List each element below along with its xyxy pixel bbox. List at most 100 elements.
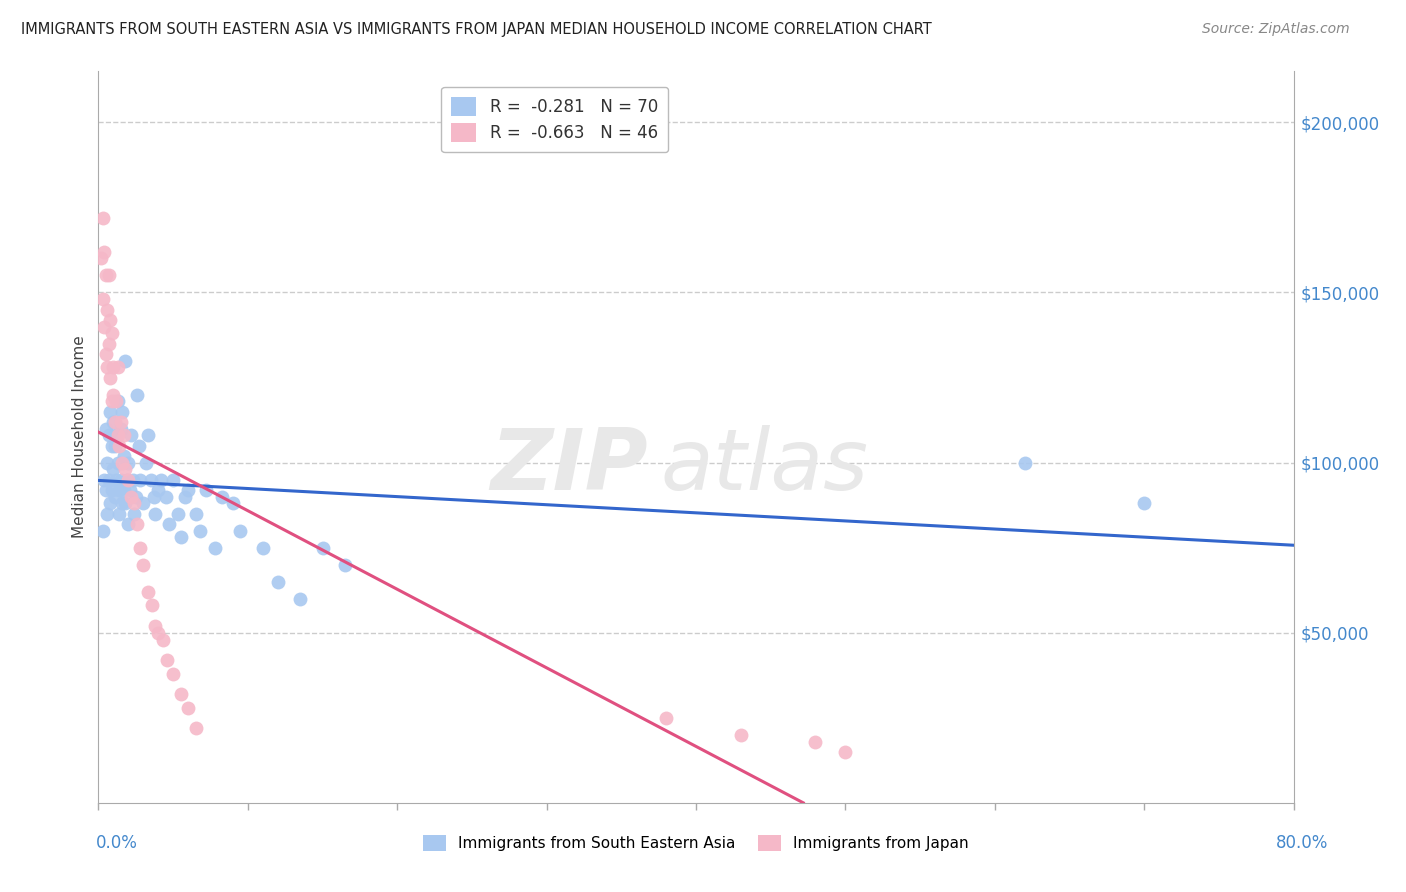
Point xyxy=(91,293,114,307)
Point xyxy=(108,507,131,521)
Point xyxy=(117,516,139,531)
Point xyxy=(188,524,211,538)
Point xyxy=(108,483,131,497)
Point xyxy=(97,336,120,351)
Point xyxy=(166,507,188,521)
Point xyxy=(103,360,125,375)
Point xyxy=(94,347,117,361)
Point xyxy=(97,268,120,283)
Point xyxy=(107,456,129,470)
Point xyxy=(117,473,139,487)
Point xyxy=(108,439,131,453)
Point xyxy=(211,490,233,504)
Point xyxy=(333,558,356,572)
Point xyxy=(135,456,157,470)
Point xyxy=(177,700,200,714)
Point xyxy=(94,268,117,283)
Point xyxy=(195,483,218,497)
Text: 80.0%: 80.0% xyxy=(1277,834,1329,852)
Point xyxy=(136,585,159,599)
Point xyxy=(139,473,162,487)
Point xyxy=(162,666,184,681)
Legend: Immigrants from South Eastern Asia, Immigrants from Japan: Immigrants from South Eastern Asia, Immi… xyxy=(416,830,976,857)
Point xyxy=(730,728,752,742)
Point xyxy=(267,574,290,589)
Point xyxy=(101,483,124,497)
Point xyxy=(105,428,128,442)
Point xyxy=(112,449,135,463)
Point xyxy=(141,599,163,613)
Point xyxy=(148,625,170,640)
Point xyxy=(104,415,127,429)
Point xyxy=(115,473,138,487)
Point xyxy=(118,483,141,497)
Point xyxy=(129,473,152,487)
Point xyxy=(156,653,179,667)
Point xyxy=(155,490,177,504)
Point xyxy=(311,541,333,555)
Point xyxy=(143,619,166,633)
Point xyxy=(107,360,129,375)
Point xyxy=(101,326,124,341)
Point xyxy=(103,415,125,429)
Point xyxy=(124,507,146,521)
Point xyxy=(105,394,128,409)
Point xyxy=(112,428,135,442)
Point xyxy=(124,496,146,510)
Point xyxy=(655,711,678,725)
Point xyxy=(120,428,142,442)
Text: atlas: atlas xyxy=(661,425,868,508)
Point xyxy=(91,524,114,538)
Text: Source: ZipAtlas.com: Source: ZipAtlas.com xyxy=(1202,22,1350,37)
Point xyxy=(101,394,124,409)
Text: 0.0%: 0.0% xyxy=(96,834,138,852)
Point xyxy=(98,312,122,326)
Point xyxy=(98,496,122,510)
Point xyxy=(97,473,120,487)
Point xyxy=(96,360,118,375)
Point xyxy=(114,353,136,368)
Point xyxy=(107,428,129,442)
Point xyxy=(169,687,191,701)
Point xyxy=(229,524,252,538)
Text: ZIP: ZIP xyxy=(491,425,648,508)
Point xyxy=(252,541,274,555)
Point xyxy=(142,490,165,504)
Y-axis label: Median Household Income: Median Household Income xyxy=(72,335,87,539)
Point xyxy=(94,483,117,497)
Point xyxy=(136,428,159,442)
Point xyxy=(107,394,129,409)
Point xyxy=(129,541,152,555)
Point xyxy=(132,558,155,572)
Point xyxy=(97,428,120,442)
Point xyxy=(98,370,122,384)
Point xyxy=(162,473,184,487)
Point xyxy=(148,483,170,497)
Point xyxy=(117,456,139,470)
Point xyxy=(157,516,180,531)
Point xyxy=(132,496,155,510)
Point xyxy=(111,456,134,470)
Point xyxy=(150,473,173,487)
Point xyxy=(177,483,200,497)
Point xyxy=(128,439,150,453)
Point xyxy=(98,404,122,418)
Point xyxy=(114,462,136,476)
Point xyxy=(1133,496,1156,510)
Point xyxy=(93,319,115,334)
Point xyxy=(114,496,136,510)
Point xyxy=(169,531,191,545)
Point xyxy=(103,462,125,476)
Point xyxy=(105,473,128,487)
Point xyxy=(111,496,134,510)
Point xyxy=(1014,456,1036,470)
Point xyxy=(93,244,115,259)
Point xyxy=(204,541,226,555)
Point xyxy=(834,745,856,759)
Point xyxy=(184,507,207,521)
Point xyxy=(804,734,827,748)
Point xyxy=(112,483,135,497)
Point xyxy=(93,473,115,487)
Point xyxy=(174,490,197,504)
Point xyxy=(152,632,174,647)
